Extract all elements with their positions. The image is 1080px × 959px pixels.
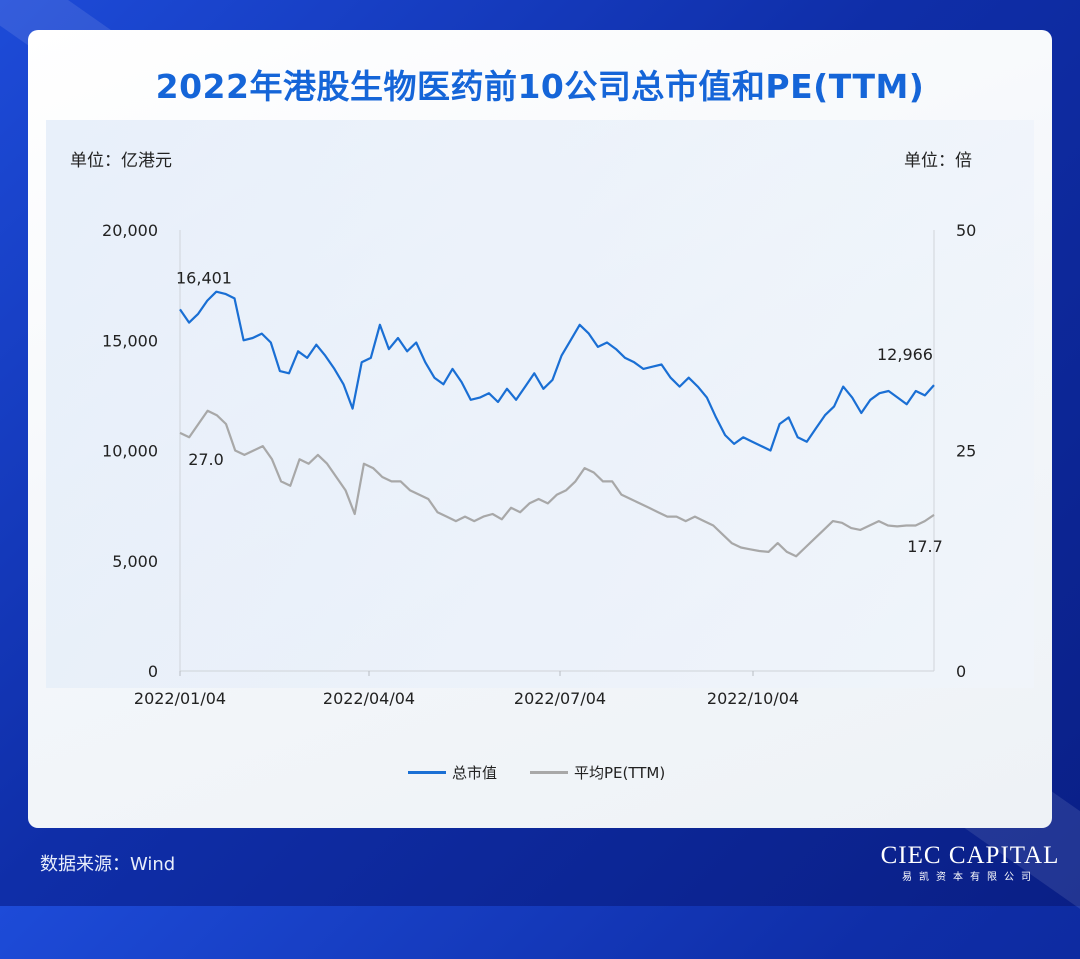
x-tick-label: 2022/10/04	[707, 689, 799, 708]
legend-label-pe: 平均PE(TTM)	[574, 764, 666, 782]
legend-item-market-cap: 总市值	[408, 762, 497, 783]
company-logo: CIEC CAPITAL 易凯资本有限公司	[880, 842, 1060, 883]
y-tick-label-left: 10,000	[102, 442, 158, 461]
legend-item-pe: 平均PE(TTM)	[530, 762, 665, 783]
data-label-market-cap-end: 12,966	[877, 345, 933, 364]
logo-main-text: CIEC CAPITAL	[880, 842, 1060, 869]
right-axis-unit: 单位：倍	[904, 151, 972, 171]
legend-swatch-pe	[530, 771, 568, 774]
y-tick-label-left: 5,000	[112, 552, 158, 571]
chart-title: 2022年港股生物医药前10公司总市值和PE(TTM)	[155, 67, 925, 106]
data-source: 数据来源：Wind	[40, 854, 176, 875]
y-tick-label-right: 0	[956, 662, 966, 681]
series-line-pe	[179, 409, 935, 558]
left-axis-unit: 单位：亿港元	[70, 151, 172, 171]
y-tick-label-left: 15,000	[102, 331, 158, 350]
logo-sub-text: 易凯资本有限公司	[902, 872, 1038, 883]
plot-background	[46, 120, 1034, 688]
line-chart: 0 5,000 10,000 15,000 20,000 0 25 50 2022/01/04 2…	[102, 221, 976, 708]
data-label-pe-end: 17.7	[907, 537, 943, 556]
legend-swatch-market-cap	[408, 771, 446, 774]
y-tick-label-left: 20,000	[102, 221, 158, 240]
data-label-market-cap-start: 16,401	[176, 268, 232, 287]
x-tick-label: 2022/07/04	[514, 689, 606, 708]
y-tick-label-right: 50	[956, 221, 976, 240]
y-tick-label-left: 0	[148, 662, 158, 681]
y-tick-label-right: 25	[956, 442, 976, 461]
data-label-pe-start: 27.0	[188, 450, 224, 469]
series-line-market-cap	[179, 290, 935, 452]
x-tick-label: 2022/01/04	[134, 689, 226, 708]
legend-label-market-cap: 总市值	[452, 764, 498, 782]
chart-card: 2022年港股生物医药前10公司总市值和PE(TTM) 单位：亿港元 单位：倍 …	[28, 30, 1052, 828]
x-tick-label: 2022/04/04	[323, 689, 415, 708]
